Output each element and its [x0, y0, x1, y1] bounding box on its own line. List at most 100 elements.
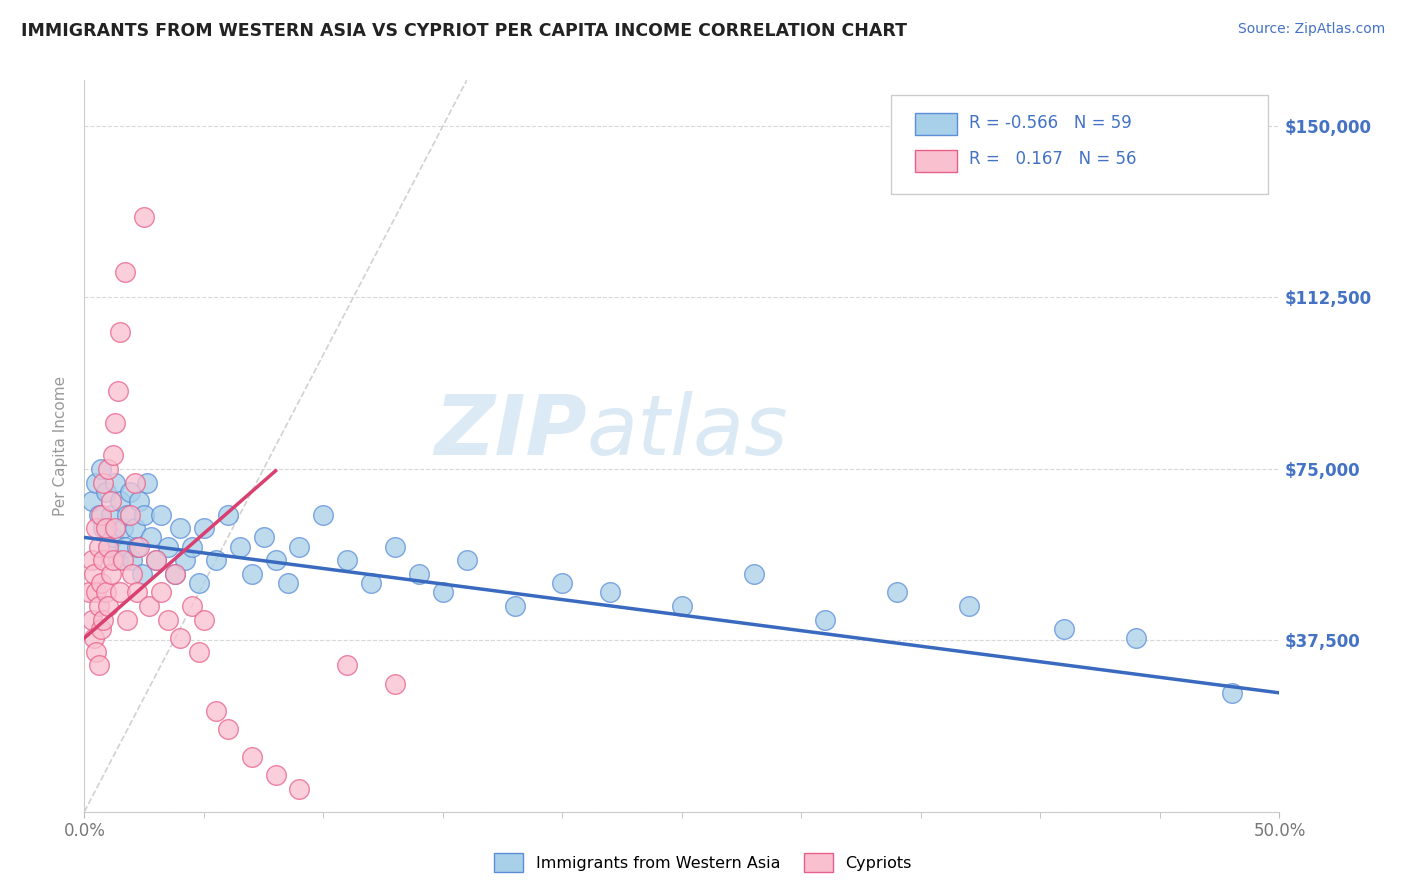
Point	[205, 704, 228, 718]
Point	[86, 645, 108, 659]
Point	[288, 781, 311, 796]
Point	[264, 768, 287, 782]
Point	[253, 530, 276, 544]
Point	[114, 265, 136, 279]
Point	[132, 508, 156, 522]
Point	[671, 599, 693, 613]
Point	[173, 553, 195, 567]
Point	[240, 749, 263, 764]
Point	[93, 521, 115, 535]
Point	[94, 585, 117, 599]
Point	[100, 567, 122, 582]
Point	[101, 448, 124, 462]
Point	[135, 475, 157, 490]
Point	[384, 540, 406, 554]
Text: Source: ZipAtlas.com: Source: ZipAtlas.com	[1237, 22, 1385, 37]
Point	[1125, 631, 1147, 645]
Point	[188, 576, 211, 591]
Point	[336, 658, 359, 673]
Bar	[915, 113, 957, 136]
Point	[90, 622, 112, 636]
Point	[145, 553, 167, 567]
Point	[125, 540, 148, 554]
Point	[100, 508, 122, 522]
Point	[188, 645, 211, 659]
Point	[87, 599, 110, 613]
Point	[97, 599, 120, 613]
Point	[384, 676, 406, 690]
Point	[503, 599, 526, 613]
Point	[117, 613, 139, 627]
Point	[240, 567, 263, 582]
Point	[107, 553, 129, 567]
Point	[86, 521, 108, 535]
Point	[107, 384, 129, 398]
Text: R = -0.566   N = 59: R = -0.566 N = 59	[969, 113, 1132, 132]
Point	[138, 599, 160, 613]
Point	[217, 508, 239, 522]
Point	[193, 521, 215, 535]
Point	[80, 613, 103, 627]
Point	[742, 567, 765, 582]
Point	[157, 540, 180, 554]
Point	[165, 567, 187, 582]
Point	[104, 416, 127, 430]
Point	[101, 553, 124, 567]
Point	[229, 540, 252, 554]
Point	[110, 493, 132, 508]
Point	[90, 576, 112, 591]
Point	[312, 508, 335, 522]
Point	[114, 540, 136, 554]
Point	[90, 508, 112, 522]
Point	[118, 484, 141, 499]
Point	[1053, 622, 1076, 636]
Point	[551, 576, 574, 591]
Point	[90, 462, 112, 476]
Point	[141, 530, 163, 544]
Point	[336, 553, 359, 567]
FancyBboxPatch shape	[891, 95, 1268, 194]
Point	[97, 540, 120, 554]
Point	[83, 567, 105, 582]
Point	[100, 493, 122, 508]
Text: R =   0.167   N = 56: R = 0.167 N = 56	[969, 150, 1136, 169]
Text: ZIP: ZIP	[433, 391, 586, 472]
Point	[104, 521, 127, 535]
Point	[360, 576, 382, 591]
Point	[97, 462, 120, 476]
Bar	[915, 150, 957, 171]
Point	[169, 521, 191, 535]
Point	[87, 540, 110, 554]
Point	[217, 723, 239, 737]
Point	[83, 631, 105, 645]
Point	[87, 658, 110, 673]
Point	[111, 553, 134, 567]
Point	[86, 475, 108, 490]
Point	[193, 613, 215, 627]
Point	[277, 576, 299, 591]
Point	[157, 613, 180, 627]
Point	[80, 553, 103, 567]
Point	[93, 475, 115, 490]
Point	[104, 475, 127, 490]
Point	[169, 631, 191, 645]
Point	[80, 493, 103, 508]
Point	[124, 521, 146, 535]
Point	[264, 553, 287, 567]
Point	[124, 475, 146, 490]
Point	[128, 493, 150, 508]
Point	[165, 567, 187, 582]
Point	[145, 553, 167, 567]
Point	[886, 585, 908, 599]
Point	[149, 508, 172, 522]
Legend: Immigrants from Western Asia, Cypriots: Immigrants from Western Asia, Cypriots	[486, 845, 920, 880]
Point	[94, 484, 117, 499]
Text: atlas: atlas	[586, 391, 787, 472]
Point	[288, 540, 311, 554]
Text: IMMIGRANTS FROM WESTERN ASIA VS CYPRIOT PER CAPITA INCOME CORRELATION CHART: IMMIGRANTS FROM WESTERN ASIA VS CYPRIOT …	[21, 22, 907, 40]
Point	[125, 585, 148, 599]
Point	[957, 599, 980, 613]
Point	[131, 567, 153, 582]
Point	[1220, 686, 1243, 700]
Point	[86, 585, 108, 599]
